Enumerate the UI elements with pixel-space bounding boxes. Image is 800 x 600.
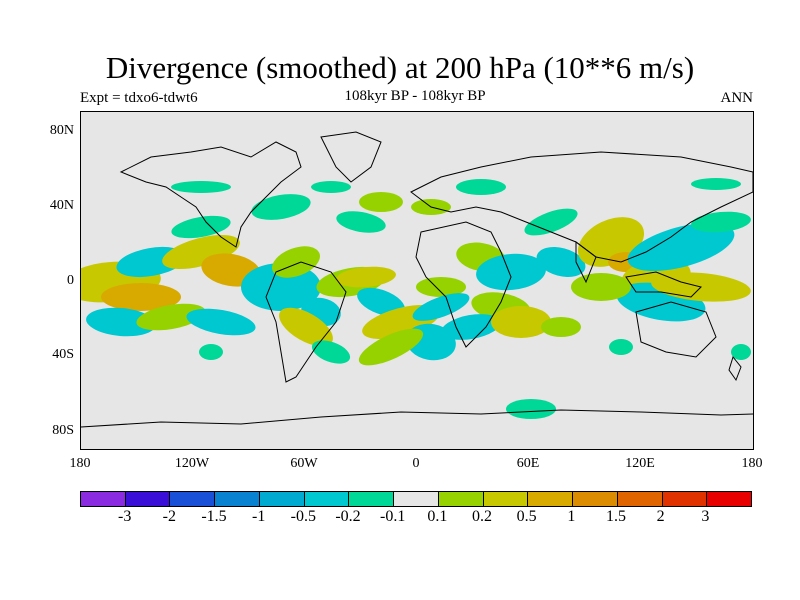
coastline (625, 271, 702, 298)
colorbar (80, 491, 752, 507)
colorbar-label: -3 (117, 508, 132, 525)
colorbar-cell (707, 492, 752, 506)
colorbar-label: 1 (567, 508, 576, 525)
field-patch (476, 253, 546, 291)
colorbar-cell (170, 492, 216, 506)
field-patch (691, 211, 751, 233)
coastline (728, 355, 742, 382)
field-patch (186, 308, 256, 336)
lon-label: 60W (290, 456, 318, 471)
field-patch (171, 181, 231, 193)
lat-label: 80S (52, 423, 74, 438)
coastline (415, 221, 512, 348)
field-patch (86, 307, 156, 337)
lat-label: 40S (52, 347, 74, 362)
field-patch (336, 266, 396, 288)
field-patch (136, 303, 206, 331)
field-patch (279, 307, 333, 347)
field-patch (357, 287, 405, 317)
colorbar-cell (528, 492, 574, 506)
lat-label: 40N (49, 198, 74, 213)
coastline (320, 131, 382, 183)
colorbar-label: -0.2 (335, 508, 361, 525)
field-patch (506, 399, 556, 419)
field-patch (359, 192, 403, 212)
field-patch (162, 234, 240, 270)
coastline (575, 241, 597, 284)
lon-label: 0 (412, 456, 420, 471)
coastline (265, 261, 347, 383)
map-panel (80, 111, 754, 450)
colorbar-label: 0.1 (427, 508, 448, 525)
colorbar-cell (617, 492, 663, 506)
colorbar-label: 2 (656, 508, 665, 525)
field-patch (731, 344, 751, 360)
field-patch (171, 215, 231, 239)
lon-label: 180 (741, 456, 763, 471)
coastlines (81, 131, 753, 428)
colorbar-cell (81, 492, 126, 506)
field-patch (441, 314, 501, 340)
colorbar-label: 0.2 (472, 508, 492, 525)
field-patch (199, 344, 223, 360)
season-label: ANN (720, 90, 754, 106)
colorbar-label: -0.1 (379, 508, 406, 525)
colorbar-cell (573, 492, 618, 506)
colorbar-cell (215, 492, 260, 506)
lon-label: 60E (516, 456, 540, 471)
field-patch (336, 211, 386, 233)
colorbar-cell (394, 492, 439, 506)
experiment-label: Expt = tdxo6-tdwt6 (80, 90, 198, 106)
field-patch (416, 277, 466, 297)
colorbar-cell (438, 492, 484, 506)
lon-label: 120W (174, 456, 210, 471)
colorbar-label: 0.5 (516, 508, 537, 525)
field-patch (609, 339, 633, 355)
field-patch (541, 317, 581, 337)
field-patch (358, 328, 424, 366)
lon-label: 120E (625, 456, 655, 471)
colorbar-cell (349, 492, 395, 506)
colorbar-label: -1.5 (201, 508, 227, 525)
colorbar-cell (125, 492, 171, 506)
coastline (119, 141, 302, 248)
field-patch (456, 179, 506, 195)
field-patch (412, 293, 470, 321)
field-patch (536, 247, 586, 277)
colorbar-label: 3 (701, 508, 710, 525)
period-label: 108kyr BP - 108kyr BP (344, 88, 486, 104)
coastline (410, 151, 753, 263)
lat-label: 0 (67, 273, 74, 288)
field-patch (311, 181, 351, 193)
coastline (635, 301, 717, 358)
field-patch (101, 283, 181, 311)
field-patch (627, 223, 735, 271)
field-patch (272, 246, 320, 278)
colorbar-label: -2 (162, 508, 176, 525)
colorbar-cell (483, 492, 529, 506)
field-patch (691, 178, 741, 190)
colorbar-label: -1 (251, 508, 266, 525)
lat-label: 80N (49, 123, 74, 138)
colorbar-label: -0.5 (290, 508, 316, 525)
field-patch (571, 273, 631, 301)
colorbar-cell (259, 492, 305, 506)
field-patch (491, 306, 551, 338)
colorbar-cell (304, 492, 350, 506)
field-patch (524, 208, 578, 236)
coastline (81, 409, 753, 428)
plot-title: Divergence (smoothed) at 200 hPa (10**6 … (105, 50, 695, 85)
field-patch (251, 194, 311, 220)
lon-label: 180 (69, 456, 91, 471)
colorbar-label: 1.5 (606, 508, 626, 525)
map-svg (81, 131, 753, 428)
divergence-field (81, 178, 751, 419)
colorbar-cell (662, 492, 708, 506)
field-patch (311, 340, 351, 364)
